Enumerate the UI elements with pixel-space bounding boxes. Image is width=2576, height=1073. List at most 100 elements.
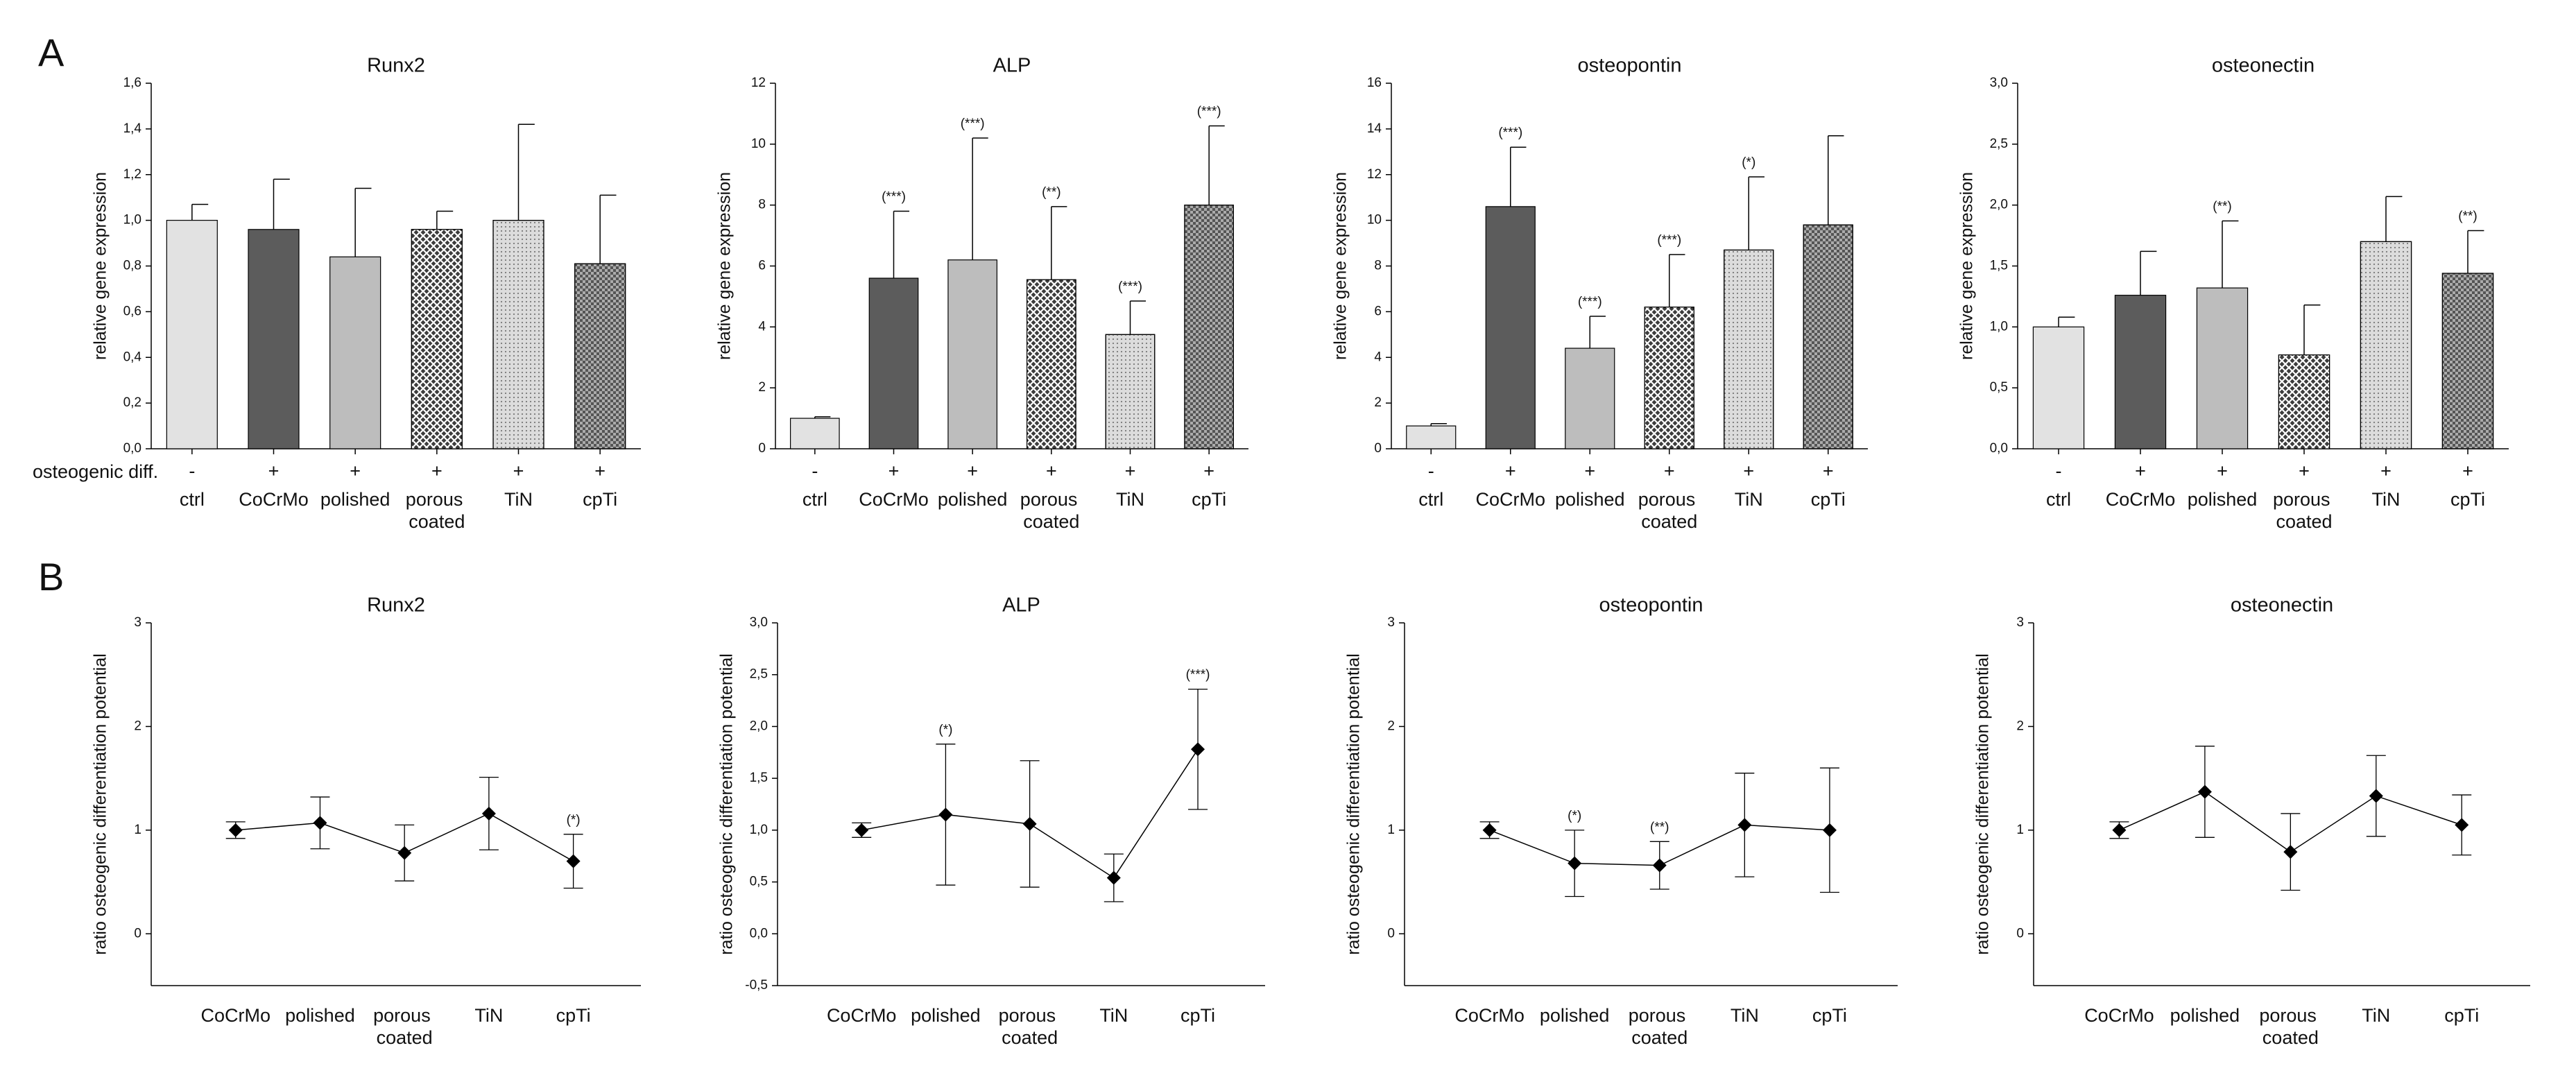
x-tick-label: CoCrMo [1475,489,1545,510]
error-bar [191,203,209,221]
x-tick-label: CoCrMo [2084,1005,2154,1026]
bar-pattern [2360,241,2412,449]
y-tick-label: 12 [1367,167,1382,182]
chart-title: osteonectin [2231,594,2333,617]
y-tick-label: -0,5 [745,978,768,993]
significance-label: (***) [961,117,985,131]
marker [2369,789,2383,803]
error-bar [2467,230,2484,274]
y-tick-label: 4 [758,319,766,334]
y-axis-label: relative gene expression [1957,172,1977,360]
bar-pattern [2441,273,2494,449]
x-tick-label: CoCrMo [200,1005,271,1026]
marker [2197,784,2212,799]
marker [228,823,243,837]
x-tick-label: cpTi [556,1005,591,1026]
bar-pattern [411,229,463,449]
y-tick-label: 1,6 [123,76,141,90]
x-tick-label: polished [2188,489,2258,510]
marker [566,854,581,868]
y-tick-label: 1,4 [123,121,142,136]
y-tick-label: 1,0 [123,213,141,228]
y-axis-label: ratio osteogenic differentiation potenti… [1344,653,1364,955]
panel-label: A [38,31,65,74]
significance-label: (**) [2213,200,2231,214]
x-tick-label: polished [320,489,390,510]
bar-pattern [1724,249,1774,449]
treatment-label: + [1046,461,1057,481]
chart-title: Runx2 [367,55,425,77]
x-tick-label: cpTi [1811,489,1846,510]
y-tick-label: 2 [134,719,141,733]
chart-title: osteopontin [1578,55,1682,77]
y-tick-label: 12 [751,76,766,90]
x-tick-label: cpTi [1192,489,1226,510]
bar [947,259,998,449]
y-tick-label: 8 [1374,259,1382,273]
error-bar [1510,146,1527,207]
chart-title: ALP [1002,594,1040,617]
marker [1737,818,1752,832]
error-bar [354,187,372,257]
y-tick-label: 2,0 [1990,198,2008,212]
error-bar [1129,300,1147,335]
y-axis-label: relative gene expression [1331,172,1350,360]
bar [1406,425,1457,449]
marker [1652,858,1667,873]
error-bar [517,123,535,221]
significance-label: (***) [1657,233,1681,248]
chart-title: osteonectin [2212,55,2315,77]
marker [2112,823,2127,837]
x-tick-label: CoCrMo [859,489,929,510]
marker [1568,856,1582,870]
x-tick-label: cpTi [1180,1005,1215,1026]
bar-pattern [574,263,626,449]
x-tick-label: TiN [474,1005,503,1026]
y-axis-label: ratio osteogenic differentiation potenti… [1973,653,1993,955]
x-tick-label: porous coated [2273,489,2335,532]
y-tick-label: 3 [1387,615,1395,630]
y-tick-label: 2 [1387,719,1395,733]
marker [938,807,953,822]
x-tick-label: porous coated [2259,1005,2321,1048]
treatment-label: + [513,461,524,481]
error-bar [2385,196,2403,242]
y-axis-label: ratio osteogenic differentiation potenti… [717,653,737,955]
treatment-label: + [1743,461,1754,481]
bar [789,418,840,449]
y-tick-label: 3,0 [1990,76,2008,90]
error-bar [1589,316,1606,349]
y-tick-label: 0 [2016,926,2024,941]
x-tick-label: cpTi [1812,1005,1847,1026]
error-bar [1669,254,1685,307]
bar [166,220,218,449]
bar-pattern [492,220,544,449]
x-tick-label: TiN [2372,489,2401,510]
error-bar [2058,316,2075,327]
bar-pattern [1644,307,1694,449]
x-tick-label: cpTi [583,489,617,510]
significance-label: (**) [2458,209,2477,224]
marker [1822,823,1837,837]
x-tick-label: CoCrMo [239,489,309,510]
x-tick-label: polished [1540,1005,1610,1026]
y-tick-label: 0 [1387,926,1395,941]
marker [313,816,327,830]
treatment-label: - [189,461,195,481]
y-tick-label: 3 [2016,615,2024,630]
x-tick-label: porous coated [373,1005,436,1048]
marker [1022,816,1037,831]
bar-pattern [1184,205,1235,449]
treatment-label: + [268,461,280,481]
y-tick-label: 16 [1367,76,1382,90]
error-bar [1051,206,1067,280]
y-tick-label: 0,0 [1990,441,2008,456]
y-axis-label: relative gene expression [715,172,735,360]
y-tick-label: 2 [2016,719,2024,733]
significance-label: (*) [567,813,581,827]
significance-label: (*) [1568,809,1581,823]
y-tick-label: 8 [758,198,766,212]
marker [481,806,496,821]
error-bar [436,210,454,230]
